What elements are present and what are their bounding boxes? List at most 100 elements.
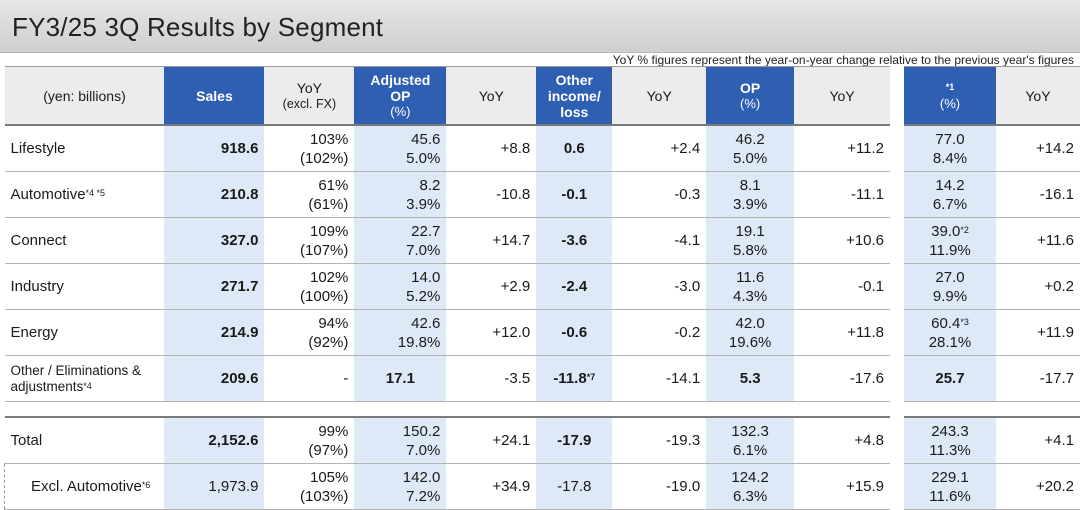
- op-pct: 19.6%: [712, 333, 788, 352]
- ebitda-pct: 11.3%: [910, 441, 990, 460]
- adj-op-pct: 3.9%: [360, 195, 440, 214]
- other-cell: -0.1: [536, 172, 612, 218]
- row-label-line2: adjustments*4: [11, 379, 159, 395]
- op-value: 11.6: [712, 268, 788, 287]
- table-row-other-eliminations: Other / Eliminations & adjustments*4 209…: [5, 356, 1080, 402]
- header-ebitda: *1 (%): [904, 67, 996, 126]
- op-value: 132.3: [712, 422, 788, 441]
- segment-results-table: (yen: billions) Sales YoY (excl. FX) Adj…: [4, 66, 1080, 510]
- op-pct: 5.8%: [712, 241, 788, 260]
- ebitda-pct: 11.9%: [910, 241, 990, 260]
- yoy-excl-fx: (103%): [270, 487, 348, 506]
- header-op-yoy: YoY: [794, 67, 890, 126]
- row-label: Industry: [5, 264, 165, 310]
- ebitda-yoy-cell: +4.1: [996, 417, 1080, 464]
- header-other-line2: income/: [542, 88, 606, 104]
- row-label: Automotive*4 *5: [5, 172, 165, 218]
- ebitda-yoy-cell: +14.2: [996, 125, 1080, 172]
- ebitda-yoy-cell: -17.7: [996, 356, 1080, 402]
- yoy-note: YoY % figures represent the year-on-year…: [613, 53, 1074, 67]
- row-label-sup: *4: [83, 381, 92, 391]
- header-other-line3: loss: [542, 104, 606, 120]
- ebitda-yoy-cell: +11.6: [996, 218, 1080, 264]
- title-bar: FY3/25 3Q Results by Segment: [0, 0, 1080, 53]
- adj-yoy-cell: +14.7: [446, 218, 536, 264]
- ebitda-yoy-cell: +20.2: [996, 464, 1080, 510]
- row-label: Other / Eliminations & adjustments*4: [5, 356, 165, 402]
- adj-op-pct: 5.2%: [360, 287, 440, 306]
- row-label: Total: [5, 417, 165, 464]
- ebitda-yoy-cell: +11.9: [996, 310, 1080, 356]
- op-yoy-cell: +4.8: [794, 417, 890, 464]
- yoy-pct: 109%: [270, 222, 348, 241]
- yoy-excl-fx: (100%): [270, 287, 348, 306]
- row-label-text: Connect: [11, 232, 67, 249]
- header-yoy-excl-fx-line1: YoY: [270, 80, 348, 96]
- row-label-text: Automotive: [11, 186, 86, 203]
- ebitda-pct: 6.7%: [910, 195, 990, 214]
- ebitda-cell: 25.7: [904, 356, 996, 402]
- adj-yoy-cell: +34.9: [446, 464, 536, 510]
- op-pct: 4.3%: [712, 287, 788, 306]
- op-pct: 6.1%: [712, 441, 788, 460]
- other-cell: -17.8: [536, 464, 612, 510]
- row-label: Excl. Automotive*6: [5, 464, 165, 510]
- header-adjusted-op: Adjusted OP (%): [354, 67, 446, 126]
- sales-cell: 214.9: [164, 310, 264, 356]
- yoy-cell: 94%(92%): [264, 310, 354, 356]
- ebitda-value: 60.4: [931, 315, 960, 332]
- yoy-pct: 99%: [270, 422, 348, 441]
- adj-yoy-cell: +2.9: [446, 264, 536, 310]
- other-value: -0.1: [561, 186, 587, 203]
- other-cell: -17.9: [536, 417, 612, 464]
- row-label-text: Energy: [11, 324, 59, 341]
- op-value: 8.1: [712, 176, 788, 195]
- column-gap: [890, 218, 904, 264]
- yoy-pct: 103%: [270, 130, 348, 149]
- op-yoy-cell: +11.8: [794, 310, 890, 356]
- header-op-line2: (%): [712, 96, 788, 112]
- header-ebitda-yoy: YoY: [996, 67, 1080, 126]
- column-gap: [890, 356, 904, 402]
- op-yoy-cell: +11.2: [794, 125, 890, 172]
- adj-op-value: 22.7: [360, 222, 440, 241]
- yoy-cell: 61%(61%): [264, 172, 354, 218]
- yoy-pct: 105%: [270, 468, 348, 487]
- header-yoy-excl-fx-line2: (excl. FX): [270, 96, 348, 112]
- adj-op-value: 14.0: [360, 268, 440, 287]
- yoy-pct: 94%: [270, 314, 348, 333]
- column-gap: [890, 67, 904, 126]
- column-gap: [890, 417, 904, 464]
- op-yoy-cell: +10.6: [794, 218, 890, 264]
- column-gap: [890, 264, 904, 310]
- adj-op-pct: 5.0%: [360, 149, 440, 168]
- column-gap: [890, 464, 904, 510]
- sales-cell: 2,152.6: [164, 417, 264, 464]
- row-label-sup: *4 *5: [86, 188, 106, 198]
- other-cell: -2.4: [536, 264, 612, 310]
- yoy-pct: 102%: [270, 268, 348, 287]
- row-label: Connect: [5, 218, 165, 264]
- other-yoy-cell: +2.4: [612, 125, 706, 172]
- other-yoy-cell: -3.0: [612, 264, 706, 310]
- row-label-text: adjustments: [11, 379, 84, 394]
- other-cell: -0.6: [536, 310, 612, 356]
- other-yoy-cell: -19.3: [612, 417, 706, 464]
- yoy-excl-fx: (107%): [270, 241, 348, 260]
- header-sales: Sales: [164, 67, 264, 126]
- header-ebitda-line1: *1: [910, 80, 990, 96]
- sales-cell: 327.0: [164, 218, 264, 264]
